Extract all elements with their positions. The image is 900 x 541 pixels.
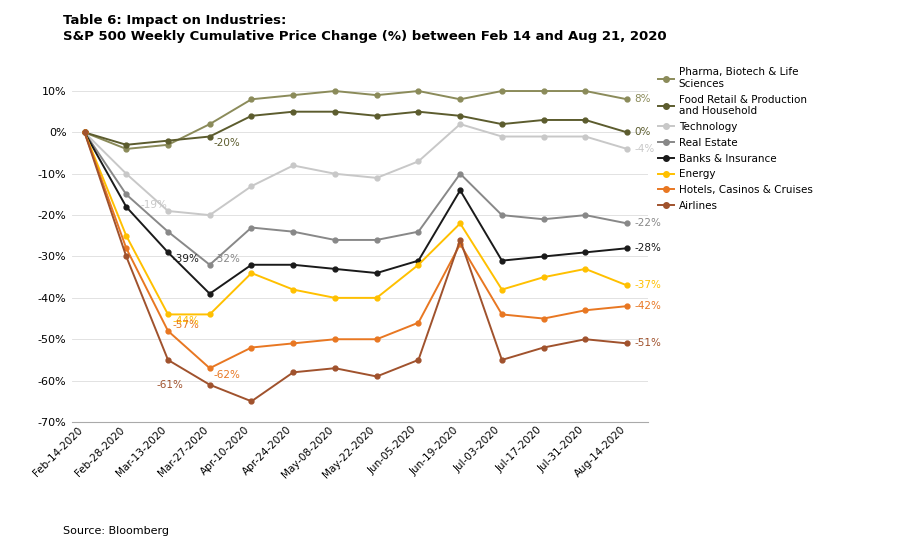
Text: -4%: -4% <box>634 144 654 154</box>
Text: -44%: -44% <box>172 316 199 326</box>
Legend: Pharma, Biotech & Life
Sciences, Food Retail & Production
and Household, Technol: Pharma, Biotech & Life Sciences, Food Re… <box>653 63 817 215</box>
Text: -22%: -22% <box>634 219 661 228</box>
Text: S&P 500 Weekly Cumulative Price Change (%) between Feb 14 and Aug 21, 2020: S&P 500 Weekly Cumulative Price Change (… <box>63 30 667 43</box>
Text: -51%: -51% <box>634 338 661 348</box>
Text: Source: Bloomberg: Source: Bloomberg <box>63 526 169 536</box>
Text: -57%: -57% <box>172 320 199 331</box>
Text: -28%: -28% <box>634 243 661 253</box>
Text: -61%: -61% <box>157 380 184 390</box>
Text: 0%: 0% <box>634 127 651 137</box>
Text: Table 6: Impact on Industries:: Table 6: Impact on Industries: <box>63 14 286 27</box>
Text: 8%: 8% <box>634 94 651 104</box>
Text: -62%: -62% <box>214 370 241 380</box>
Text: -20%: -20% <box>214 138 240 148</box>
Text: -19%: -19% <box>140 200 167 210</box>
Text: -37%: -37% <box>634 280 661 291</box>
Text: -39%: -39% <box>172 254 199 265</box>
Text: -42%: -42% <box>634 301 661 311</box>
Text: -32%: -32% <box>214 254 241 264</box>
